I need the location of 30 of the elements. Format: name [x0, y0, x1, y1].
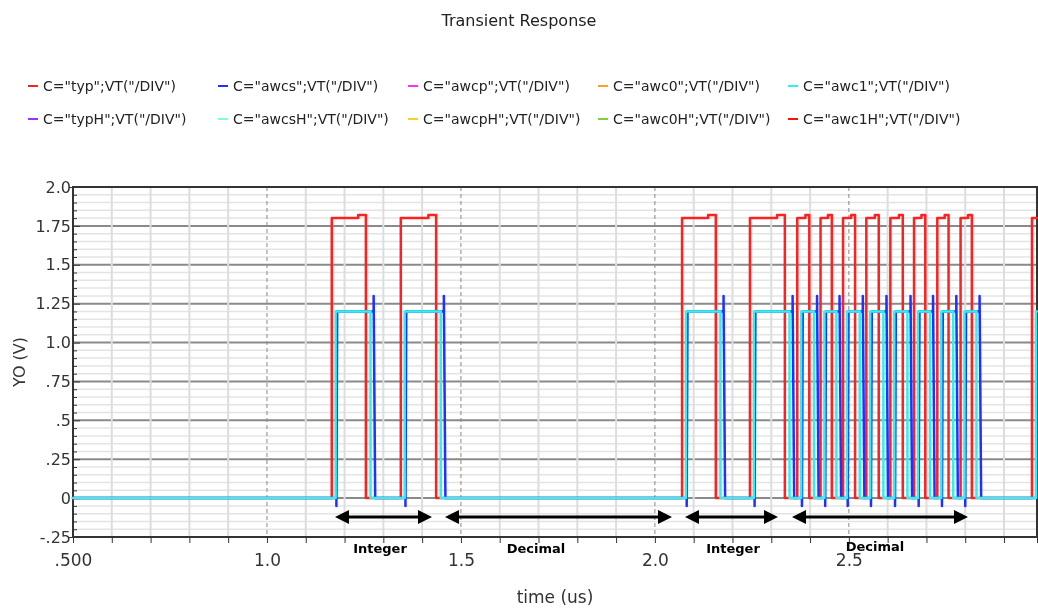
- y-tick-label: 1.75: [35, 216, 71, 236]
- y-tick-label: -.25: [39, 527, 71, 547]
- y-tick-label: 1.0: [45, 333, 71, 353]
- text: Integer: [706, 541, 761, 556]
- legend-label: C="awcsH";VT("/DIV"): [233, 111, 389, 127]
- legend-label: C="typ";VT("/DIV"): [43, 78, 176, 94]
- x-tick-label: .500: [54, 550, 93, 571]
- y-tick-label: 0: [60, 488, 71, 508]
- text: Integer: [353, 541, 408, 556]
- text: Decimal: [506, 541, 566, 556]
- legend-label: C="typH";VT("/DIV"): [43, 111, 187, 127]
- legend-label: C="awcp";VT("/DIV"): [423, 78, 570, 94]
- y-tick-label: .5: [55, 410, 71, 430]
- x-tick-label: 2.0: [641, 550, 669, 571]
- x-tick-label: 1.0: [253, 550, 281, 571]
- legend-label: C="awc1";VT("/DIV"): [803, 78, 950, 94]
- y-tick-label: 1.5: [45, 255, 71, 275]
- y-tick-label: 1.25: [35, 294, 71, 314]
- y-tick-label: .25: [45, 449, 71, 469]
- legend-label: C="awc0H";VT("/DIV"): [613, 111, 771, 127]
- y-axis-title: YO (V): [10, 336, 29, 389]
- legend-label: C="awc0";VT("/DIV"): [613, 78, 760, 94]
- x-tick-label: 1.5: [447, 550, 475, 571]
- chart-title: Transient Response: [440, 11, 597, 30]
- x-axis-title: time (us): [516, 587, 594, 607]
- legend-label: C="awc1H";VT("/DIV"): [803, 111, 961, 127]
- y-tick-label: .75: [45, 372, 71, 392]
- legend-label: C="awcpH";VT("/DIV"): [423, 111, 581, 127]
- y-tick-label: 2.0: [45, 177, 71, 197]
- legend-label: C="awcs";VT("/DIV"): [233, 78, 379, 94]
